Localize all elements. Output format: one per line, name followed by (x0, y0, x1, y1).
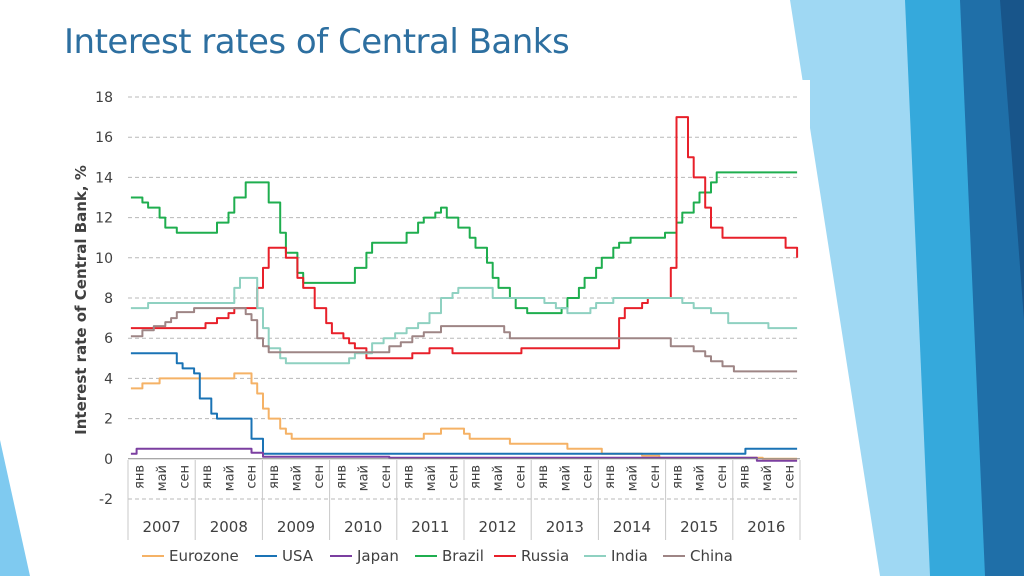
x-month-label: сен (514, 465, 529, 489)
legend-label: Eurozone (169, 547, 239, 565)
x-year-label: 2007 (143, 518, 181, 536)
y-tick-label: 4 (104, 371, 113, 387)
x-year-label: 2014 (613, 518, 651, 536)
x-month-label: май (558, 465, 573, 491)
x-year-label: 2009 (277, 518, 315, 536)
x-month-label: май (760, 465, 775, 491)
x-month-label: май (155, 465, 170, 491)
x-year-label: 2008 (210, 518, 248, 536)
slide-title: Interest rates of Central Banks (64, 22, 570, 62)
x-month-label: янв (469, 465, 484, 489)
x-year-label: 2010 (344, 518, 382, 536)
y-tick-label: -2 (99, 492, 113, 508)
x-month-label: янв (738, 465, 753, 489)
x-month-label: янв (603, 465, 618, 489)
x-month-label: янв (334, 465, 349, 489)
x-month-label: май (693, 465, 708, 491)
x-month-label: янв (267, 465, 282, 489)
x-month-label: май (424, 465, 439, 491)
series-line-eurozone (130, 372, 798, 460)
x-year-label: 2015 (680, 518, 718, 536)
y-tick-label: 18 (95, 90, 113, 106)
y-axis-label: Interest rate of Central Bank, % (72, 165, 90, 435)
y-axis-ticks: -2 0 2 4 6 8 10 12 14 16 18 (95, 90, 113, 508)
legend-label: India (611, 547, 648, 565)
legend-label: Russia (521, 547, 569, 565)
series-line-usa (130, 352, 798, 455)
x-month-label: сен (245, 465, 260, 489)
y-tick-label: 14 (95, 170, 113, 186)
x-month-label: сен (379, 465, 394, 489)
y-tick-label: 12 (95, 211, 113, 227)
series-lines (130, 116, 799, 462)
x-year-label: 2016 (747, 518, 785, 536)
legend-label: Brazil (442, 547, 484, 565)
x-month-label: май (290, 465, 305, 491)
x-month-label: сен (312, 465, 327, 489)
x-year-label: 2012 (479, 518, 517, 536)
x-month-label: янв (402, 465, 417, 489)
x-month-label: сен (581, 465, 596, 489)
series-line-brazil (130, 171, 798, 315)
y-tick-label: 2 (104, 412, 113, 428)
series-line-russia (130, 116, 799, 360)
legend-label: USA (282, 547, 314, 565)
x-year-label: 2011 (411, 518, 449, 536)
x-month-label: сен (782, 465, 797, 489)
x-month-label: янв (536, 465, 551, 489)
legend-label: China (690, 547, 733, 565)
gridlines (128, 96, 800, 500)
y-tick-label: 10 (95, 251, 113, 267)
x-month-label: сен (648, 465, 663, 489)
x-month-label: сен (446, 465, 461, 489)
x-month-label: янв (670, 465, 685, 489)
y-tick-label: 8 (104, 291, 113, 307)
y-tick-label: 0 (104, 452, 113, 468)
legend: Eurozone USA Japan Brazil Russia India China (142, 547, 733, 565)
x-month-label: янв (133, 465, 148, 489)
x-month-label: май (491, 465, 506, 491)
x-month-label: сен (715, 465, 730, 489)
x-month-label: май (357, 465, 372, 491)
y-tick-label: 6 (104, 331, 113, 347)
x-month-label: май (626, 465, 641, 491)
legend-label: Japan (356, 547, 399, 565)
series-line-india (130, 276, 798, 365)
x-month-label: янв (200, 465, 215, 489)
y-tick-label: 16 (95, 130, 113, 146)
x-month-label: май (222, 465, 237, 491)
x-year-label: 2013 (546, 518, 584, 536)
x-axis: янв май сен янв май сен янв май сен янв май сен янв м… (127, 458, 801, 540)
series-line-china (130, 307, 798, 373)
x-month-label: сен (178, 465, 193, 489)
